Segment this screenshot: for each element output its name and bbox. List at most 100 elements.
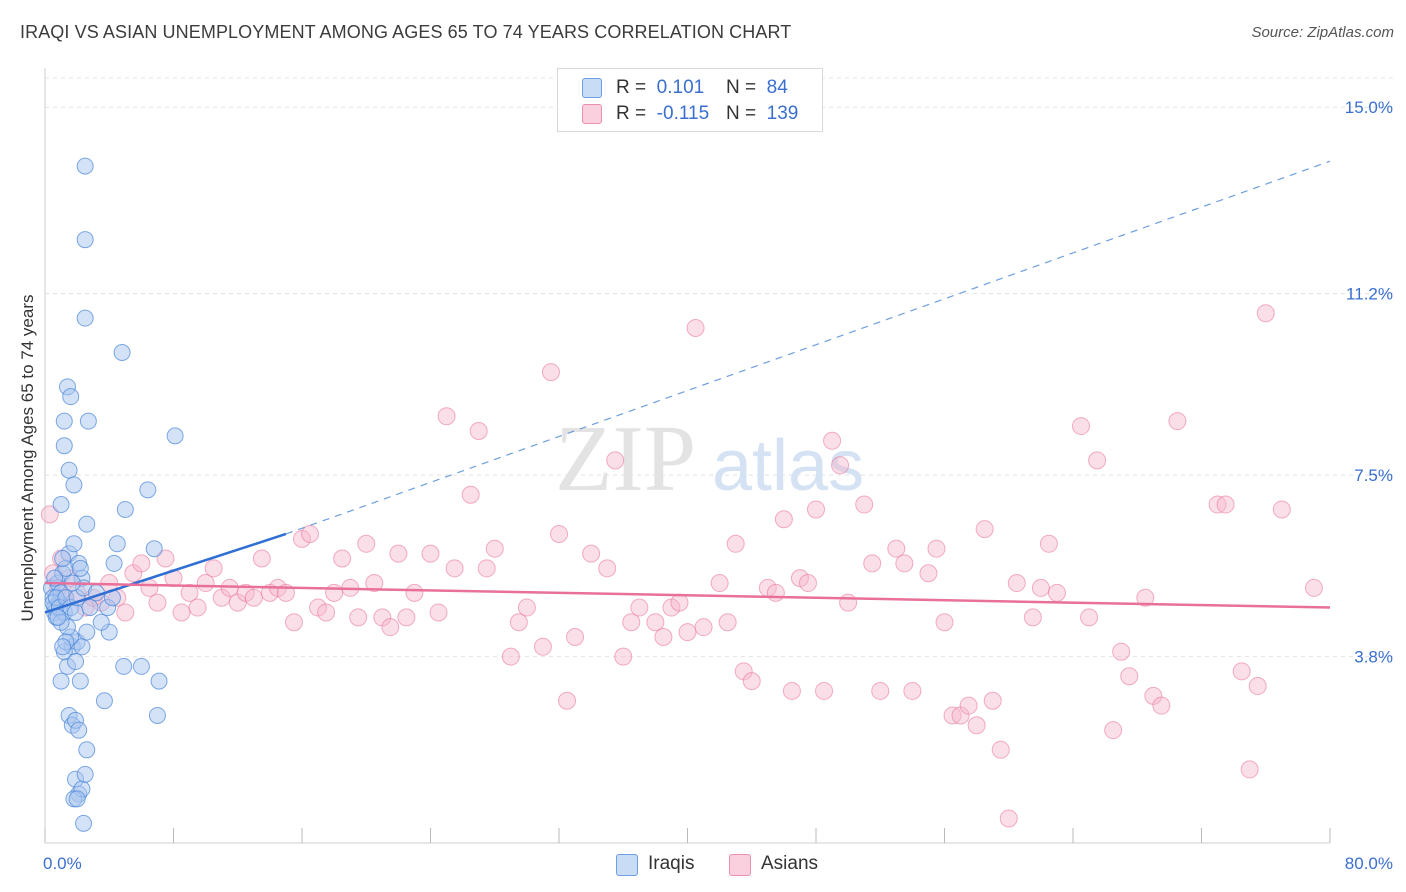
asians-point — [172, 603, 191, 622]
iraqis-point — [62, 388, 80, 406]
asians-point — [1047, 583, 1066, 602]
asians-point — [622, 613, 641, 632]
iraqis-trend-line — [44, 532, 287, 614]
asians-point — [1216, 495, 1235, 514]
asians-point — [983, 691, 1002, 710]
asians-point — [1240, 760, 1259, 779]
asians-point — [863, 554, 882, 573]
iraqis-point — [70, 721, 88, 739]
asians-point — [517, 598, 536, 617]
asians-point — [999, 809, 1018, 828]
iraqis-point — [150, 672, 168, 690]
asians-point — [1112, 642, 1131, 661]
iraqis-point — [52, 672, 70, 690]
iraqis-point — [78, 623, 96, 641]
asians-point — [855, 495, 874, 514]
asians-point — [694, 618, 713, 637]
iraqis-point — [166, 427, 184, 445]
asians-point — [116, 603, 135, 622]
asians-point — [541, 363, 560, 382]
asians-point — [140, 578, 159, 597]
iraqis-point — [76, 309, 94, 327]
asians-point — [815, 681, 834, 700]
asians-point — [1304, 578, 1323, 597]
asians-point — [501, 647, 520, 666]
asians-point — [831, 456, 850, 475]
asians-point — [284, 613, 303, 632]
source-label: Source: ZipAtlas.com — [1251, 24, 1394, 41]
asians-point — [188, 598, 207, 617]
asians-point — [903, 681, 922, 700]
iraqis-point — [49, 608, 67, 626]
iraqis-point — [139, 481, 157, 499]
asians-point — [550, 524, 568, 543]
bottom-legend-swatch-asians — [729, 854, 751, 876]
asians-point — [132, 554, 151, 573]
legend-swatch-asians — [582, 104, 602, 124]
iraqis-point — [116, 500, 134, 518]
x-tick-label-min: 0.0% — [43, 854, 82, 873]
legend-r-value-asians: -0.115 — [656, 103, 710, 124]
y-tick-label: 15.0% — [1345, 98, 1393, 117]
asians-point — [1031, 578, 1050, 597]
iraqis-point — [54, 638, 72, 656]
asians-point — [654, 627, 673, 646]
axes — [44, 68, 1331, 844]
asians-point — [533, 637, 552, 656]
asians-point — [927, 539, 946, 558]
asians-point — [156, 549, 175, 568]
asians-point — [582, 544, 601, 563]
asians-point — [606, 451, 625, 470]
asians-point — [742, 672, 761, 691]
iraqis-point — [145, 540, 163, 558]
iraqis-point — [113, 343, 131, 361]
asians-point — [1136, 588, 1155, 607]
asians-point — [244, 588, 263, 607]
asians-point — [871, 681, 890, 700]
asians-point — [204, 559, 223, 578]
asians-point — [220, 578, 239, 597]
asians-point — [558, 691, 577, 710]
asians-point — [469, 421, 488, 440]
asians-point — [180, 583, 199, 602]
iraqis-point — [148, 706, 166, 724]
asians-point — [1088, 451, 1107, 470]
asians-point — [782, 681, 801, 700]
asians-point — [935, 613, 954, 632]
iraqis-point — [65, 476, 83, 494]
asians-point — [598, 559, 617, 578]
iraqis-point — [67, 653, 85, 671]
asians-point — [1120, 667, 1139, 686]
iraqis-trend-extension — [285, 160, 1331, 535]
bottom-legend-swatch-iraqis — [616, 854, 638, 876]
iraqis-point — [92, 613, 110, 631]
iraqis-point — [67, 603, 85, 621]
asians-point — [1168, 412, 1187, 431]
asians-point — [1272, 500, 1291, 519]
iraqis-point — [76, 765, 94, 783]
asians-point — [397, 608, 416, 627]
asians-point — [252, 549, 271, 568]
asians-point — [678, 623, 697, 642]
asians-point — [485, 539, 504, 558]
asians-point — [40, 505, 59, 524]
y-axis-label: Unemployment Among Ages 65 to 74 years — [18, 294, 37, 622]
asians-point — [774, 510, 793, 529]
legend-n-value-iraqis: 84 — [766, 77, 788, 98]
asians-point — [357, 534, 376, 553]
legend-n-label: N = — [726, 103, 757, 124]
iraqis-point — [54, 550, 72, 568]
asians-point — [429, 603, 448, 622]
legend-n-label: N = — [726, 77, 757, 98]
asians-point — [798, 574, 817, 593]
asians-point — [646, 613, 665, 632]
iraqis-point — [95, 692, 113, 710]
watermark: ZIP atlas — [555, 407, 864, 511]
asians-point — [349, 608, 368, 627]
iraqis-point — [55, 412, 73, 430]
asians-point — [895, 554, 914, 573]
chart-title: IRAQI VS ASIAN UNEMPLOYMENT AMONG AGES 6… — [20, 22, 792, 42]
iraqis-point — [132, 657, 150, 675]
legend-r-label: R = — [616, 77, 647, 98]
